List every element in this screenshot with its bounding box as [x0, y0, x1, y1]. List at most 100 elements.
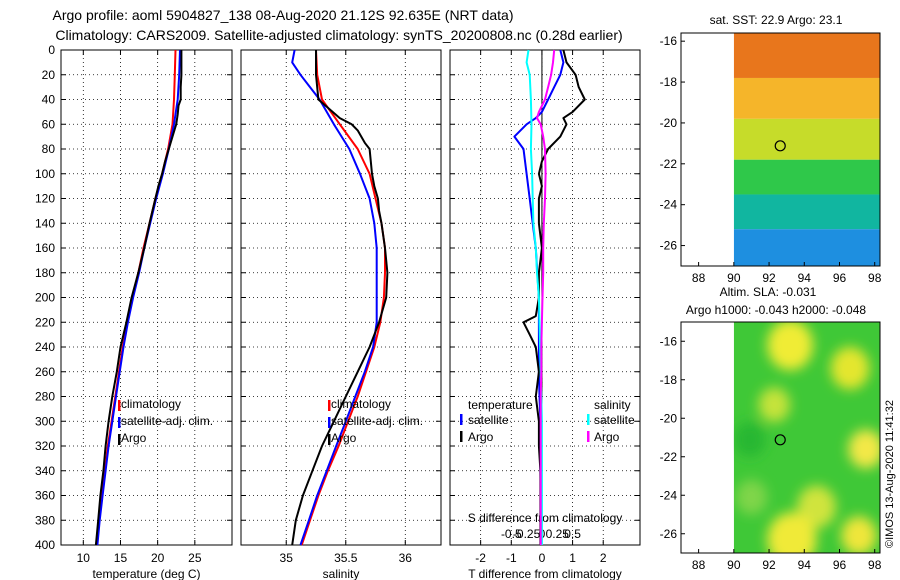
- sla-map-tick-label-y: -20: [660, 411, 678, 425]
- sst-map-tick-label-y: -18: [660, 75, 678, 89]
- sla-map-blob: [767, 512, 817, 553]
- sla-map-blob: [841, 516, 877, 553]
- differences-legend-label: satellite: [594, 413, 635, 427]
- differences-tick-label-x: -1: [506, 551, 517, 565]
- temperature-legend-label: Argo: [121, 431, 147, 445]
- salinity-profile-chart: 35 35.5 36 salinity climatology satellite-adj…: [240, 49, 442, 580]
- sla-map-title-line1: Altim. SLA: -0.031: [720, 285, 817, 299]
- temperature-series-argo: [94, 50, 183, 546]
- temperature-legend-swatch: [118, 400, 121, 411]
- sst-map-band: [733, 77, 880, 119]
- sst-map-tick-label-x: 94: [798, 271, 812, 285]
- salinity-tick-label-x: 35.5: [334, 551, 358, 565]
- footer-credit: ©IMOS 13-Aug-2020 11:41:32: [884, 400, 896, 548]
- differences-s-tick-label: -0.25: [513, 527, 541, 541]
- salinity-legend-swatch: [328, 417, 331, 428]
- depth-tick-label: 280: [35, 390, 55, 404]
- temperature-series-satellite-adj-clim-: [96, 49, 181, 546]
- differences-series-s-satellite: [525, 49, 543, 545]
- sst-map-frame: [680, 32, 881, 267]
- temperature-xlabel: temperature (deg C): [92, 567, 200, 580]
- differences-legend-label: Argo: [594, 430, 620, 444]
- differences-legend-title-temperature: temperature: [468, 398, 533, 412]
- salinity-series-satellite-adj-clim-: [291, 49, 378, 546]
- sla-map-blob: [767, 322, 814, 371]
- depth-tick-label: 220: [35, 315, 55, 329]
- temperature-legend-label: satellite-adj. clim.: [121, 414, 213, 428]
- depth-tick-label: 120: [35, 192, 55, 206]
- temperature-tick-label-x: 20: [151, 551, 165, 565]
- sla-map-tick-label-x: 94: [798, 558, 812, 572]
- differences-s-tick-label: 0.25: [546, 527, 570, 541]
- sst-map-tick-label-y: -20: [660, 116, 678, 130]
- depth-tick-label: 300: [35, 414, 55, 428]
- salinity-legend-label: Argo: [331, 431, 357, 445]
- difference-profile-chart: -2 -1 0 1 2 T difference from climatology S di…: [449, 49, 641, 580]
- differences-xlabel: T difference from climatology: [468, 567, 622, 580]
- sla-map-tick-label-x: 90: [727, 558, 741, 572]
- sst-map-tick-label-y: -16: [660, 34, 678, 48]
- differences-tick-label-x: 2: [600, 551, 607, 565]
- depth-tick-label: 360: [35, 489, 55, 503]
- sla-map-blob: [735, 479, 768, 515]
- sst-map-tick-label-x: 92: [762, 271, 776, 285]
- salinity-xlabel: salinity: [323, 567, 360, 580]
- sla-map-blob: [830, 346, 870, 390]
- depth-tick-label: 400: [35, 538, 55, 552]
- sst-map-band: [733, 229, 880, 266]
- sla-map-blob: [758, 387, 791, 423]
- sst-map-tick-label-y: -24: [660, 198, 678, 212]
- differences-tick-label-x: 0: [539, 551, 546, 565]
- depth-tick-label: 100: [35, 167, 55, 181]
- sla-map-tick-label-y: -24: [660, 488, 678, 502]
- differences-s-axis-label: S difference from climatology: [468, 511, 623, 525]
- sla-map-blob: [797, 485, 836, 529]
- depth-tick-label: 380: [35, 513, 55, 527]
- temperature-tick-label-x: 15: [114, 551, 128, 565]
- sst-map-band: [733, 33, 880, 78]
- differences-legend-swatch: [587, 431, 590, 442]
- temperature-legend-swatch: [118, 417, 121, 428]
- salinity-series-argo: [291, 50, 389, 546]
- differences-tick-label-x: -2: [475, 551, 486, 565]
- depth-tick-label: 240: [35, 340, 55, 354]
- differences-tick-label-x: 1: [569, 551, 576, 565]
- sla-map-title-line2: Argo h1000: -0.043 h2000: -0.048: [686, 303, 866, 317]
- depth-tick-label: 260: [35, 365, 55, 379]
- sla-map-tick-label-x: 96: [833, 558, 847, 572]
- salinity-tick-label-x: 36: [399, 551, 413, 565]
- sst-map-argo-marker: [774, 140, 786, 152]
- depth-tick-label: 340: [35, 464, 55, 478]
- sst-map-title: sat. SST: 22.9 Argo: 23.1: [710, 13, 843, 27]
- sst-map-field: [733, 33, 880, 266]
- figure-title-line2: Climatology: CARS2009. Satellite-adjuste…: [55, 27, 622, 43]
- salinity-legend-swatch: [328, 400, 331, 411]
- temperature-frame: [60, 49, 233, 546]
- differences-legend-swatch: [460, 414, 463, 425]
- depth-tick-label: 180: [35, 266, 55, 280]
- sst-map-band: [733, 118, 880, 160]
- sst-map-band: [733, 194, 880, 230]
- sla-map-tick-label-y: -18: [660, 373, 678, 387]
- sst-map-tick-label-x: 90: [727, 271, 741, 285]
- sst-map-tick-label-y: -26: [660, 239, 678, 253]
- temperature-tick-label-x: 10: [77, 551, 91, 565]
- sst-map: sat. SST: 22.9 Argo: 23.1 88 90 92 94 96 98 -16…: [660, 13, 882, 285]
- differences-legend-swatch: [460, 431, 463, 442]
- salinity-legend-label: climatology: [331, 397, 391, 411]
- sla-map-frame: [680, 321, 881, 554]
- sst-map-tick-label-x: 88: [692, 271, 706, 285]
- sla-map-tick-label-y: -22: [660, 450, 678, 464]
- sst-map-band: [733, 159, 880, 195]
- depth-tick-label: 60: [42, 117, 56, 131]
- sla-map-argo-marker: [774, 434, 786, 446]
- sst-map-tick-label-x: 96: [833, 271, 847, 285]
- depth-tick-label: 200: [35, 291, 55, 305]
- temperature-legend-swatch: [118, 434, 121, 445]
- sla-map-blobs: [733, 322, 880, 553]
- sla-map-tick-label-x: 98: [868, 558, 882, 572]
- temperature-profile-chart: 0 20 40 60 80 100 120 140 160 180 200 220 240 260 280 3…: [35, 43, 233, 580]
- differences-legend-swatch: [587, 414, 590, 425]
- sla-map-blob: [733, 421, 766, 457]
